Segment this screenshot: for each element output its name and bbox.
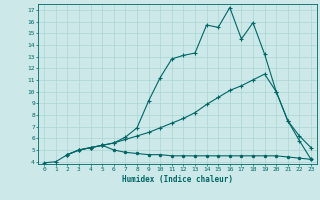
X-axis label: Humidex (Indice chaleur): Humidex (Indice chaleur) bbox=[122, 175, 233, 184]
